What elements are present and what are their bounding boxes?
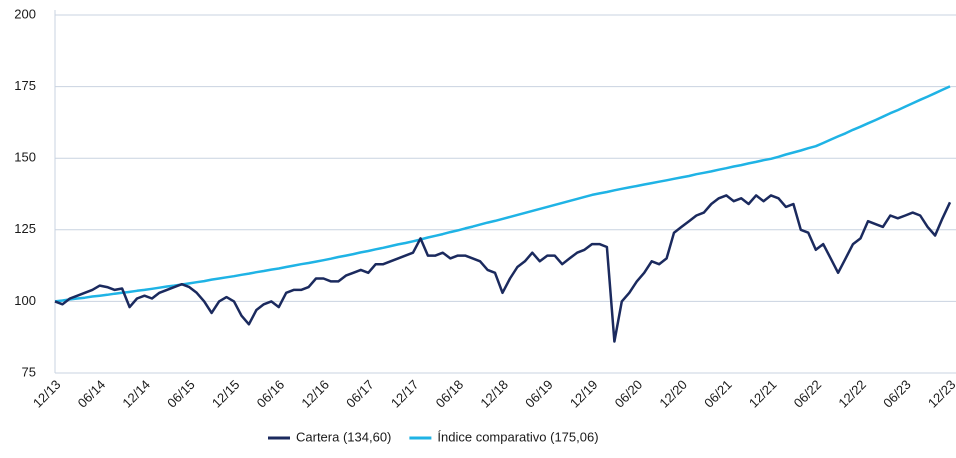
x-tick-label: 12/21 [746,377,780,411]
x-tick-label: 06/17 [343,377,377,411]
x-tick-label: 12/19 [567,377,601,411]
y-tick-label: 150 [14,150,36,165]
legend-label: Índice comparativo (175,06) [437,429,598,444]
x-tick-label: 12/17 [388,377,422,411]
x-tick-label: 06/14 [75,377,109,411]
x-tick-label: 06/20 [612,377,646,411]
legend-label: Cartera (134,60) [296,429,391,444]
y-tick-label: 125 [14,221,36,236]
x-tick-label: 12/14 [119,377,153,411]
x-tick-label: 06/21 [701,377,735,411]
y-tick-label: 75 [22,364,36,379]
x-tick-label: 12/23 [925,377,956,411]
x-tick-label: 06/16 [254,377,288,411]
x-tick-label: 12/16 [298,377,332,411]
x-tick-label: 12/13 [30,377,64,411]
y-tick-label: 200 [14,6,36,21]
x-tick-label: 06/22 [791,377,825,411]
y-tick-label: 175 [14,78,36,93]
x-tick-label: 06/18 [433,377,467,411]
series-line [54,85,951,303]
x-tick-label: 06/23 [880,377,914,411]
x-tick-label: 12/22 [835,377,869,411]
x-tick-label: 06/19 [522,377,556,411]
x-tick-label: 12/15 [209,377,243,411]
y-tick-label: 100 [14,293,36,308]
x-tick-label: 06/15 [164,377,198,411]
x-tick-label: 12/18 [477,377,511,411]
series-line [54,194,952,343]
x-tick-label: 12/20 [656,377,690,411]
